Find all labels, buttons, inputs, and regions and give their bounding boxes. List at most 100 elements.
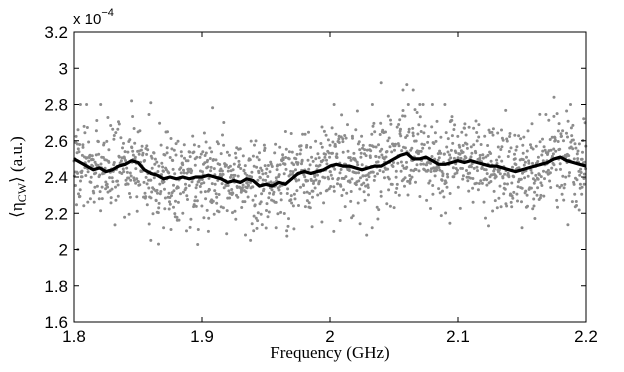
scatter-point [208,157,212,160]
scatter-point [509,200,513,204]
scatter-point [322,201,326,205]
scatter-point [396,161,400,165]
scatter-point [491,127,495,131]
scatter-point [309,179,313,182]
scatter-point [240,188,244,192]
scatter-point [206,158,210,162]
scatter-point [562,139,565,143]
scatter-point [108,176,112,180]
scatter-point [408,174,412,177]
scatter-point [451,141,455,145]
scatter-point [160,161,164,165]
scatter-point [532,204,536,208]
scatter-point [199,190,203,194]
scatter-point [76,147,80,151]
scatter-point [279,198,283,202]
scatter-point [512,190,516,194]
scatter-point [215,201,219,205]
scatter-point [358,222,362,226]
scatter-point [225,150,229,154]
scatter-point [133,155,137,159]
scatter-point [140,144,144,148]
scatter-point [575,152,579,156]
scatter-point [573,142,577,146]
scatter-point [328,170,332,174]
y-tick-label: 1.6 [44,313,68,332]
scatter-point [159,143,163,147]
scatter-point [241,186,244,190]
scatter-point [314,178,318,182]
scatter-point [539,175,543,179]
scatter-point [443,103,447,106]
scatter-point [94,153,98,157]
scatter-point [384,155,388,159]
scatter-point [253,143,256,147]
scatter-point [365,233,369,237]
scatter-point [435,168,439,172]
scatter-point [256,211,260,215]
scatter-point [176,200,180,204]
scatter-point [469,145,473,149]
scatter-point [249,181,252,184]
scatter-point [415,163,419,167]
scatter-point [298,152,302,156]
scatter-point [228,196,232,200]
scatter-point [503,172,507,176]
scatter-point [145,203,149,207]
scatter-point [559,132,563,136]
scatter-point [224,163,228,167]
scatter-point [351,136,354,140]
x-tick-label: 2.1 [446,327,470,346]
scatter-point [87,159,91,163]
scatter-point [391,165,395,168]
scatter-point [212,167,216,171]
scatter-point [75,142,79,146]
scatter-point [299,185,302,189]
scatter-point [149,178,153,182]
scatter-point [86,200,90,204]
scatter-point [109,196,113,200]
scatter-point [355,160,359,164]
scatter-point [86,170,90,174]
scatter-point [555,184,559,188]
scatter-point [510,205,514,209]
scatter-point [511,165,514,169]
scatter-point [376,160,380,164]
scatter-point [290,150,294,154]
scatter-point [515,192,519,196]
scatter-point [301,132,305,136]
scatter-point [190,169,194,173]
scatter-point [78,143,82,146]
scatter-point [536,177,540,181]
scatter-point [439,214,443,218]
scatter-point [209,165,213,169]
scatter-point [504,108,508,112]
scatter-point [116,194,120,198]
scatter-point [554,149,558,153]
scatter-point [201,170,204,174]
scatter-point [445,145,449,149]
scatter-point [243,200,247,204]
scatter-point [489,180,493,183]
scatter-point [521,151,525,155]
scatter-point [552,95,556,99]
scatter-point [154,199,158,203]
scatter-point [199,152,203,156]
scatter-point [172,189,176,193]
scatter-point [174,199,177,203]
scatter-point [438,168,442,172]
scatter-point [149,101,153,105]
scatter-point [431,192,435,196]
scatter-point [465,169,468,172]
scatter-point [218,163,222,166]
scatter-point [498,172,502,176]
scatter-point [302,191,306,195]
scatter-point [167,171,171,175]
scatter-point [582,182,586,186]
scatter-point [394,169,398,173]
scatter-point [557,122,561,126]
scatter-point [311,195,314,199]
scatter-point [128,195,132,199]
scatter-point [208,146,212,150]
scatter-point [485,183,489,187]
